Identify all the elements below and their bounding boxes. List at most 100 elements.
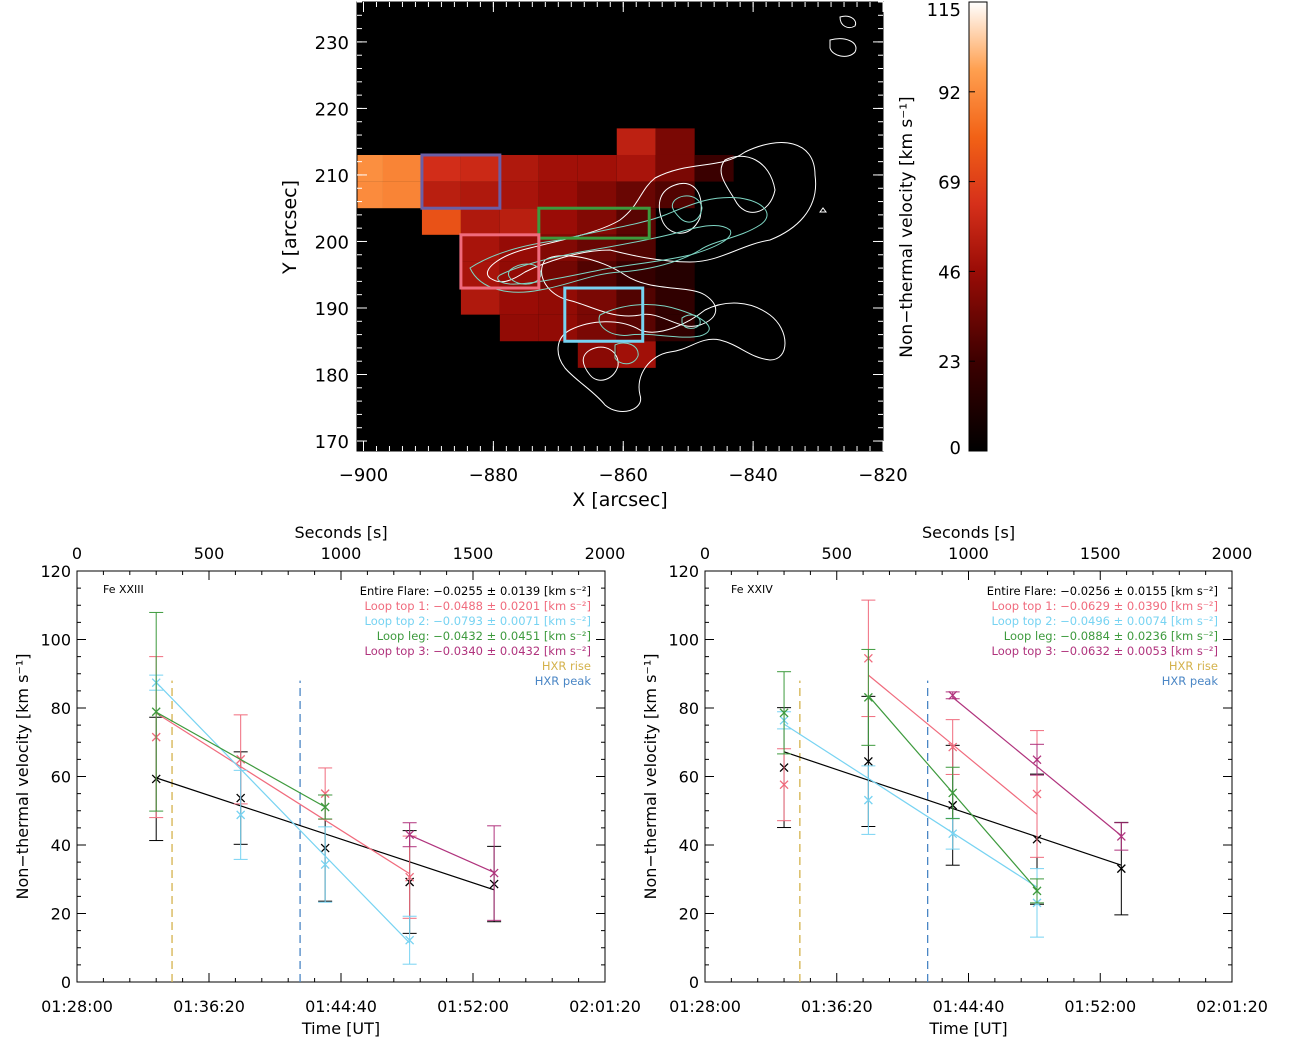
data-point — [779, 708, 789, 718]
x2-tick-label: 0 — [700, 544, 710, 563]
region-box — [459, 233, 541, 290]
data-point — [1032, 755, 1042, 765]
map-cell — [499, 154, 539, 182]
x-tick-label: 02:01:20 — [1196, 997, 1268, 1016]
map-cell — [616, 261, 656, 289]
x-tick-label: 01:36:20 — [173, 997, 245, 1016]
map-cell — [460, 234, 500, 262]
region-box — [537, 206, 651, 240]
map-cell — [357, 181, 383, 209]
map-cell — [421, 181, 461, 209]
map-cell — [577, 208, 617, 235]
y-tick-label: 0 — [689, 973, 699, 992]
colorbar-tick-label: 69 — [938, 173, 961, 194]
map-cell — [460, 154, 500, 182]
y-tick-label: 100 — [668, 631, 699, 650]
map-x-tick-label: −900 — [339, 465, 388, 486]
x-tick-label: 01:44:40 — [305, 997, 377, 1016]
data-point — [405, 830, 415, 840]
x-tick-label: 01:44:40 — [933, 997, 1005, 1016]
fit-line — [783, 723, 1038, 888]
map-x-tick-label: −820 — [858, 465, 907, 486]
colorbar-label: Non−thermal velocity [km s⁻¹] — [897, 96, 917, 357]
x-axis-label: Time [UT] — [301, 1019, 380, 1038]
data-point — [320, 789, 330, 799]
map-cell — [616, 288, 656, 315]
y-tick-label: 120 — [668, 562, 699, 581]
map-y-tick-label: 220 — [315, 99, 349, 120]
map-cells — [357, 128, 734, 368]
x-tick-label: 02:01:20 — [569, 997, 641, 1016]
map-ticks — [357, 1, 884, 451]
map-cell — [655, 128, 695, 155]
map-cell — [655, 261, 695, 289]
fe-xxiv-panel: 01:28:00001:36:2050001:44:40100001:52:00… — [641, 523, 1268, 1038]
map-cell — [499, 234, 539, 262]
map-cell — [538, 181, 578, 209]
x2-tick-label: 1500 — [1080, 544, 1121, 563]
x2-tick-label: 1000 — [948, 544, 989, 563]
y-axis-label: Non−thermal velocity [km s⁻¹] — [13, 653, 32, 899]
data-point — [1116, 864, 1126, 874]
map-cell — [499, 208, 539, 235]
data-point — [948, 829, 958, 839]
legend-entry: Loop leg: −0.0432 ± 0.0451 [km s⁻²] — [377, 629, 591, 643]
map-cell — [382, 154, 422, 182]
fe-xxiii-panel: 01:28:00001:36:2050001:44:40100001:52:00… — [13, 523, 641, 1038]
data-point — [1032, 886, 1042, 896]
map-y-tick-label: 190 — [315, 299, 349, 320]
legend-entry: HXR rise — [542, 659, 591, 673]
data-point — [405, 872, 415, 882]
y-tick-label: 40 — [679, 836, 699, 855]
data-point — [151, 707, 161, 717]
map-cell — [538, 261, 578, 289]
y-axis-label: Non−thermal velocity [km s⁻¹] — [641, 653, 660, 899]
legend-entry: Loop top 3: −0.0340 ± 0.0432 [km s⁻²] — [365, 644, 591, 658]
map-cell — [382, 181, 422, 209]
x2-tick-label: 2000 — [585, 544, 626, 563]
map-cell — [357, 154, 383, 182]
map-cell — [655, 154, 695, 182]
data-point — [948, 742, 958, 752]
map-cell — [499, 314, 539, 342]
data-point — [863, 795, 873, 805]
map-cell — [577, 341, 617, 368]
y-tick-label: 60 — [679, 768, 699, 787]
map-cell — [538, 314, 578, 342]
legend-entry: HXR peak — [535, 674, 592, 688]
legend-entry: Entire Flare: −0.0255 ± 0.0139 [km s⁻²] — [360, 584, 591, 598]
fit-line — [155, 681, 411, 944]
y-tick-label: 0 — [61, 973, 71, 992]
fit-line — [155, 711, 326, 808]
colorbar — [968, 1, 988, 452]
map-y-axis-label: Y [arcsec] — [279, 180, 301, 275]
x-tick-label: 01:52:00 — [437, 997, 509, 1016]
y-tick-label: 100 — [40, 631, 71, 650]
map-cell — [577, 154, 617, 182]
data-point — [320, 802, 330, 812]
legend-entry: Loop top 2: −0.0793 ± 0.0071 [km s⁻²] — [365, 614, 591, 628]
region-box — [563, 286, 645, 343]
y-tick-label: 80 — [679, 699, 699, 718]
ion-label: Fe XXIV — [731, 583, 773, 596]
data-point — [1116, 831, 1126, 841]
colorbar-tick-label: 46 — [938, 262, 961, 283]
x2-tick-label: 2000 — [1212, 544, 1253, 563]
x-tick-label: 01:52:00 — [1064, 997, 1136, 1016]
map-cell — [616, 154, 656, 182]
data-point — [320, 860, 330, 869]
map-cell — [421, 208, 461, 235]
map-x-tick-label: −880 — [469, 465, 518, 486]
map-y-tick-label: 170 — [315, 432, 349, 453]
map-cell — [616, 128, 656, 155]
map-y-tick-label: 230 — [315, 33, 349, 54]
velocity-map-panel: −900 −880 −860 −840 −820 170 180 190 200 210 220 2… — [279, 0, 988, 511]
map-cell — [460, 208, 500, 235]
map-cell — [616, 181, 656, 209]
y-tick-label: 60 — [51, 768, 71, 787]
map-frame — [356, 1, 884, 452]
legend-entry: HXR peak — [1162, 674, 1219, 688]
data-point — [1032, 789, 1042, 799]
fit-line — [155, 712, 410, 875]
